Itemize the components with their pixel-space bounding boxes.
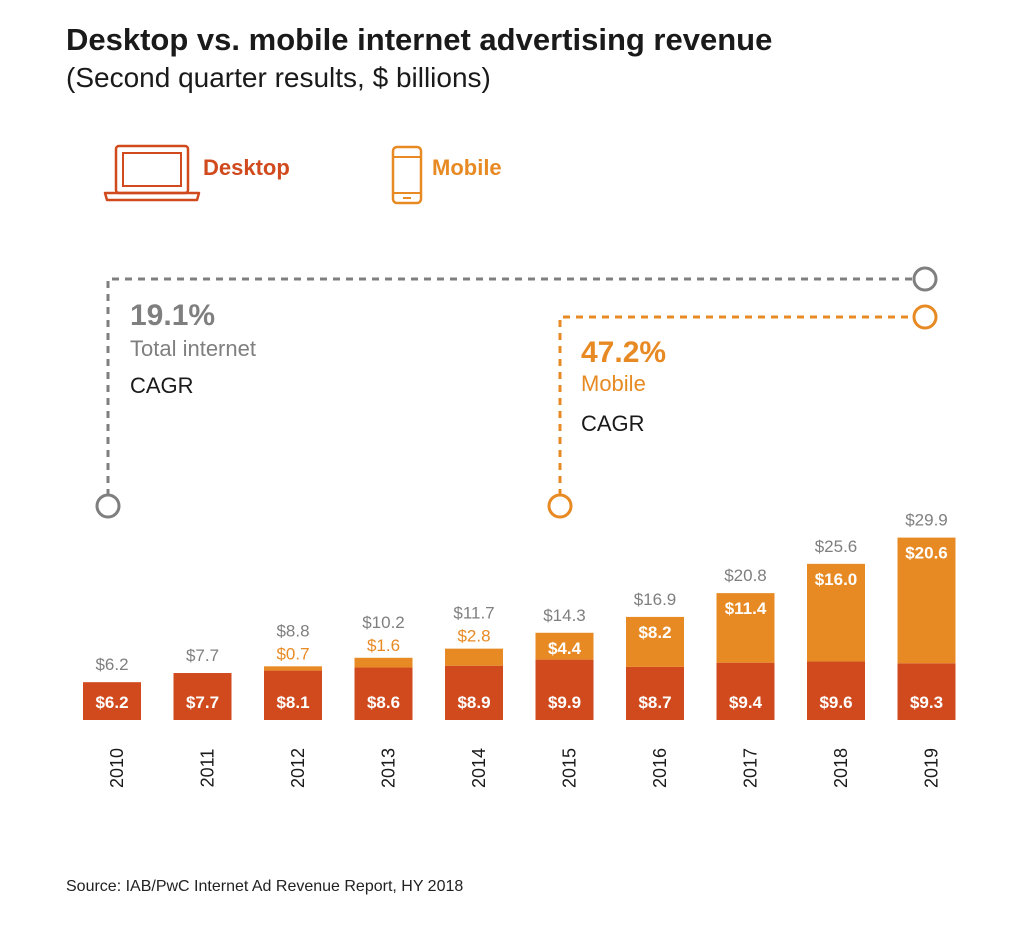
label-desktop-2019: $9.3 — [910, 693, 943, 712]
label-desktop-2016: $8.7 — [638, 693, 671, 712]
chart-canvas: Desktop Mobile 19.1% Total internet CAGR… — [83, 144, 956, 788]
label-total-2019: $29.9 — [905, 511, 948, 530]
label-desktop-2012: $8.1 — [276, 693, 309, 712]
label-mobile-2016: $8.2 — [638, 623, 671, 642]
label-total-2012: $8.8 — [276, 621, 309, 640]
label-mobile-2014: $2.8 — [457, 627, 490, 646]
x-tick-2014: 2014 — [469, 748, 489, 788]
total-cagr-label: Total internet — [130, 336, 256, 361]
bar-mobile-2013 — [354, 657, 413, 668]
label-mobile-2017: $11.4 — [725, 599, 767, 618]
label-total-2017: $20.8 — [724, 566, 767, 585]
x-tick-2018: 2018 — [831, 748, 851, 788]
x-tick-2011: 2011 — [197, 749, 217, 788]
x-tick-2012: 2012 — [288, 748, 308, 788]
bar-mobile-2019 — [897, 537, 956, 664]
bar-desktop-2010 — [83, 682, 141, 720]
label-desktop-2015: $9.9 — [548, 693, 581, 712]
mobile-cagr-suffix: CAGR — [581, 411, 645, 436]
mobile-cagr-callout: 47.2% Mobile CAGR — [547, 304, 938, 519]
label-mobile-2015: $4.4 — [548, 639, 582, 658]
legend-mobile-label: Mobile — [432, 155, 502, 180]
label-mobile-2019: $20.6 — [905, 544, 948, 563]
label-total-2011: $7.7 — [186, 646, 219, 665]
bar-mobile-2014 — [445, 648, 503, 666]
bar-desktop-2013 — [354, 667, 413, 720]
total-cagr-suffix: CAGR — [130, 373, 194, 398]
total-cagr-end-marker — [912, 266, 938, 292]
total-cagr-start-marker — [95, 493, 121, 519]
label-desktop-2011: $7.7 — [186, 693, 219, 712]
bar-desktop-2019 — [897, 663, 956, 720]
label-total-2013: $10.2 — [362, 613, 405, 632]
label-total-2014: $11.7 — [453, 604, 494, 623]
legend-desktop-label: Desktop — [203, 155, 290, 180]
source-note: Source: IAB/PwC Internet Ad Revenue Repo… — [66, 878, 464, 895]
label-mobile-2013: $1.6 — [367, 636, 400, 655]
mobile-cagr-end-marker — [912, 304, 938, 330]
chart-subtitle: (Second quarter results, $ billions) — [66, 62, 491, 93]
bar-mobile-2015 — [535, 632, 594, 660]
label-total-2018: $25.6 — [815, 537, 858, 556]
chart-title: Desktop vs. mobile internet advertising … — [66, 22, 773, 57]
bar-mobile-2012 — [264, 666, 322, 671]
phone-icon — [391, 145, 423, 205]
total-cagr-value: 19.1% — [130, 299, 215, 332]
bar-desktop-2011 — [173, 673, 232, 720]
bar-desktop-2016 — [626, 666, 684, 720]
x-tick-2010: 2010 — [107, 748, 127, 788]
bar-desktop-2018 — [807, 661, 865, 720]
legend: Desktop Mobile — [103, 144, 502, 205]
bar-series: $6.2 $6.2 2010 $7.7 $7.7 2011 $8.1 $0.7 $8.8 2012… — [83, 511, 956, 788]
label-desktop-2018: $9.6 — [819, 693, 852, 712]
x-tick-2019: 2019 — [921, 748, 941, 788]
label-desktop-2010: $6.2 — [95, 693, 128, 712]
bar-mobile-2016 — [626, 616, 684, 667]
label-mobile-2018: $16.0 — [815, 570, 858, 589]
total-cagr-bracket — [106, 277, 914, 496]
bar-desktop-2012 — [264, 670, 322, 720]
x-tick-2016: 2016 — [650, 748, 670, 788]
label-desktop-2017: $9.4 — [729, 693, 763, 712]
label-mobile-2012: $0.7 — [276, 644, 309, 663]
label-desktop-2014: $8.9 — [457, 693, 490, 712]
label-desktop-2013: $8.6 — [367, 693, 400, 712]
mobile-cagr-start-marker — [547, 493, 573, 519]
mobile-cagr-value: 47.2% — [581, 336, 666, 369]
x-tick-2013: 2013 — [378, 748, 398, 788]
x-tick-2017: 2017 — [740, 748, 760, 788]
laptop-icon — [103, 144, 201, 202]
bar-desktop-2015 — [535, 659, 594, 720]
bar-desktop-2014 — [445, 665, 503, 720]
bar-desktop-2017 — [716, 662, 775, 720]
total-cagr-callout: 19.1% Total internet CAGR — [95, 266, 938, 519]
label-total-2016: $16.9 — [634, 590, 677, 609]
label-total-2015: $14.3 — [543, 606, 586, 625]
bar-mobile-2017 — [716, 593, 775, 663]
label-total-2010: $6.2 — [95, 655, 128, 674]
x-tick-2015: 2015 — [559, 748, 579, 788]
bar-mobile-2018 — [807, 563, 865, 662]
mobile-cagr-label: Mobile — [581, 371, 646, 396]
